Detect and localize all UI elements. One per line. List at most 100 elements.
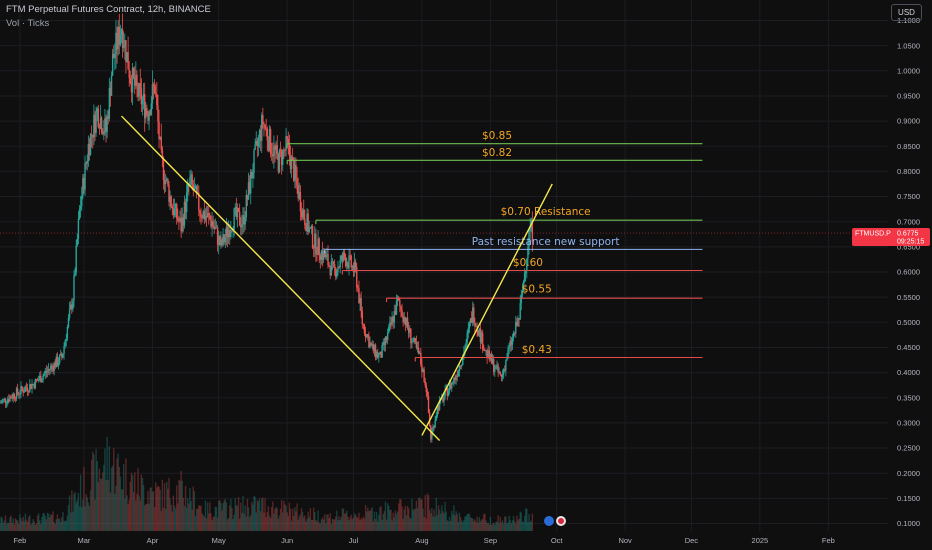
candle-body-120	[131, 67, 134, 93]
indicator-label[interactable]: Vol · Ticks	[6, 18, 50, 29]
volume-bar-414	[456, 513, 458, 531]
volume-bar-303	[333, 519, 336, 531]
candle-body-361	[398, 298, 400, 301]
x-tick-label-10: Dec	[685, 536, 699, 545]
candle-body-402	[443, 396, 445, 402]
candle-body-13	[13, 394, 16, 399]
candle-body-273	[300, 211, 303, 218]
candle-body-283	[311, 226, 314, 248]
volume-bar-38	[41, 517, 43, 531]
volume-bar-162	[178, 479, 180, 531]
volume-bar-122	[134, 472, 136, 531]
y-tick-label-18: 1.0000	[897, 66, 920, 75]
trendline-0	[120, 115, 441, 441]
volume-bar-429	[473, 521, 475, 531]
candle-body-42	[45, 371, 48, 373]
candle-body-131	[143, 94, 146, 119]
level-label-0: $0.85	[482, 130, 512, 142]
volume-bar-387	[426, 493, 429, 531]
volume-bar-253	[278, 515, 281, 531]
candle-body-315	[347, 262, 349, 269]
volume-bar-446	[491, 523, 494, 531]
volume-bar-450	[496, 521, 498, 531]
candle-body-219	[241, 224, 243, 228]
volume-bar-82	[89, 490, 92, 531]
volume-bar-129	[141, 477, 144, 531]
candle-body-143	[157, 105, 159, 122]
candle-body-366	[403, 317, 405, 322]
volume-bar-393	[433, 509, 435, 531]
candle-body-248	[273, 146, 275, 157]
volume-bar-359	[395, 513, 398, 531]
volume-bar-88	[96, 461, 98, 531]
volume-bar-112	[123, 464, 125, 531]
volume-bar-60	[65, 520, 67, 531]
volume-bar-134	[147, 490, 149, 531]
volume-bar-339	[373, 511, 376, 531]
candle-body-225	[247, 182, 250, 200]
current-price-tag: FTMUSD.P 0.6775 09:25:15	[0, 228, 930, 247]
events-marker-circle-1[interactable]	[543, 515, 555, 527]
candle-body-79	[86, 160, 88, 164]
candle-body-70	[76, 239, 79, 246]
candle-body-197	[216, 227, 219, 245]
x-tick-label-2: Apr	[147, 536, 159, 545]
volume-bar-459	[506, 523, 508, 531]
candle-body-23	[24, 387, 27, 392]
volume-bar-373	[411, 498, 413, 531]
volume-bar-319	[351, 518, 354, 531]
volume-bar-45	[49, 517, 51, 531]
price-tag-countdown: 09:25:15	[897, 239, 924, 246]
volume-bar-371	[409, 517, 411, 531]
candle-body-290	[319, 255, 321, 260]
candle-body-439	[484, 350, 486, 352]
candle-body-230	[253, 149, 255, 173]
candle-body-10	[10, 396, 12, 399]
candle-body-24	[25, 387, 28, 389]
candle-body-353	[389, 322, 391, 327]
volume-bar-100	[109, 492, 112, 531]
candle-body-233	[256, 140, 259, 146]
candle-body-272	[299, 192, 302, 212]
volume-bar-11	[11, 522, 13, 531]
volume-bar-31	[33, 521, 35, 531]
volume-bar-448	[494, 524, 496, 531]
candle-body-37	[40, 375, 42, 383]
candle-body-246	[271, 153, 273, 155]
volume-bar-386	[425, 518, 428, 531]
x-tick-label-3: May	[212, 536, 226, 545]
time-axis[interactable]: Feb Mar Apr May Jun Jul Aug Sep Oct Nov Dec 2025 Feb	[0, 531, 932, 550]
candle-body-44	[47, 369, 50, 371]
volume-bar-336	[370, 509, 372, 531]
volume-bar-305	[336, 510, 338, 531]
candle-body-343	[378, 354, 380, 358]
candle-body-3	[2, 399, 5, 401]
volume-bar-125	[137, 468, 139, 531]
candle-body-407	[448, 383, 451, 391]
candle-body-476	[525, 270, 527, 274]
candle-body-223	[245, 194, 247, 218]
candle-body-146	[160, 136, 162, 150]
candle-body-458	[505, 360, 507, 371]
volume-bar-291	[320, 519, 323, 531]
candle-body-190	[209, 214, 211, 220]
volume-bar-83	[90, 459, 93, 531]
candle-body-8	[8, 399, 10, 402]
candle-body-76	[83, 178, 85, 190]
candle-body-276	[304, 218, 306, 226]
candle-body-250	[275, 145, 277, 151]
candle-body-378	[416, 347, 419, 349]
volume-bar-410	[452, 514, 454, 531]
volume-bar-21	[22, 516, 24, 531]
volume-bar-233	[256, 500, 259, 531]
price-axis[interactable]: 0.1000 0.1500 0.2000 0.2500 0.3000 0.3500 0.40…	[888, 0, 932, 550]
volume-bar-52	[56, 514, 59, 531]
events-marker[interactable]	[543, 515, 567, 527]
candle-body-59	[64, 340, 66, 347]
y-tick-label-3: 0.2500	[897, 444, 920, 453]
currency-button[interactable]: USD	[891, 4, 922, 21]
volume-bar-281	[309, 508, 312, 531]
candle-body-356	[392, 316, 394, 323]
candle-body-83	[90, 134, 93, 136]
